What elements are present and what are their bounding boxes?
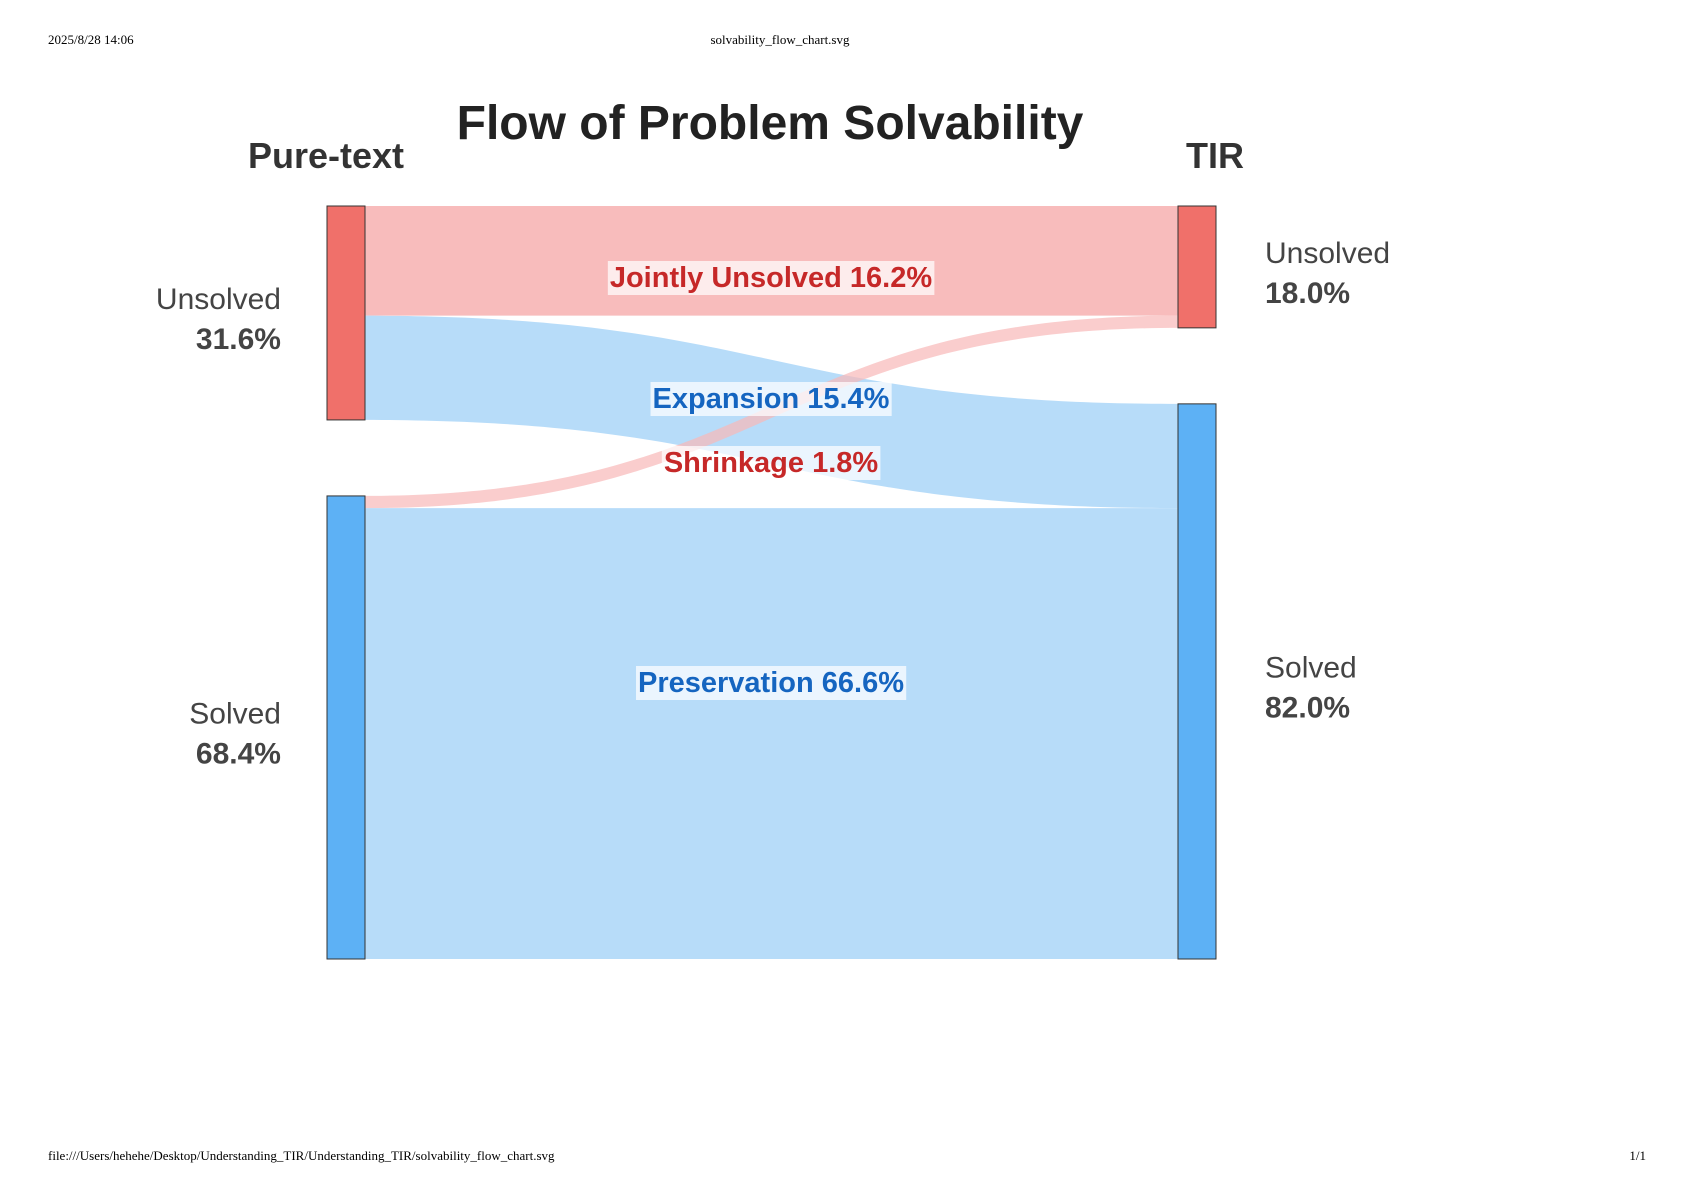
flow-label-jointly: Jointly Unsolved 16.2% <box>607 261 935 295</box>
pure-text-solved-node <box>326 495 366 960</box>
print-file-path: file:///Users/hehehe/Desktop/Understandi… <box>48 1148 555 1163</box>
flow-jointly <box>365 206 1178 316</box>
pure-text-unsolved-name: Unsolved <box>156 283 281 316</box>
flow-label-text: Expansion 15.4% <box>653 383 890 415</box>
print-page-number: 1/1 <box>1629 1148 1646 1163</box>
right-column-header: TIR <box>1186 135 1244 176</box>
tir-unsolved-node <box>1177 205 1217 329</box>
pure-text-unsolved-percent: 31.6% <box>196 323 281 356</box>
flow-preservation <box>365 508 1178 959</box>
tir-solved-node <box>1177 403 1217 960</box>
pure-text-solved-name: Solved <box>189 697 281 730</box>
chart-title: Flow of Problem Solvability <box>457 97 1084 150</box>
flow-label-background <box>636 666 907 700</box>
flow-label-preservation: Preservation 66.6% <box>636 666 907 700</box>
tir-unsolved-percent: 18.0% <box>1265 277 1350 310</box>
flow-label-background <box>650 382 892 416</box>
tir-unsolved-name: Unsolved <box>1265 237 1390 270</box>
tir-solved-name: Solved <box>1265 651 1357 684</box>
pure-text-unsolved-node <box>326 205 366 421</box>
print-footer: file:///Users/hehehe/Desktop/Understandi… <box>0 1148 1684 1168</box>
pure-text-solved-percent: 68.4% <box>196 737 281 770</box>
print-datetime: 2025/8/28 14:06 <box>48 32 134 47</box>
flow-label-expansion: Expansion 15.4% <box>650 382 892 416</box>
flow-label-background <box>661 446 881 480</box>
print-header: 2025/8/28 14:06 solvability_flow_chart.s… <box>0 32 1684 52</box>
flow-label-shrinkage: Shrinkage 1.8% <box>661 446 881 480</box>
flow-label-background <box>607 261 935 295</box>
left-column-header: Pure-text <box>248 135 404 176</box>
print-filename: solvability_flow_chart.svg <box>710 32 850 47</box>
nodes-layer <box>326 205 1217 960</box>
labels-layer: Unsolved 31.6% Solved 68.4% Unsolved 18.0% Sol… <box>156 237 1390 771</box>
flows-layer <box>365 206 1178 959</box>
flow-label-text: Jointly Unsolved 16.2% <box>610 262 933 294</box>
flow-label-text: Preservation 66.6% <box>638 667 904 699</box>
tir-solved-percent: 82.0% <box>1265 691 1350 724</box>
flow-label-text: Shrinkage 1.8% <box>664 447 879 479</box>
